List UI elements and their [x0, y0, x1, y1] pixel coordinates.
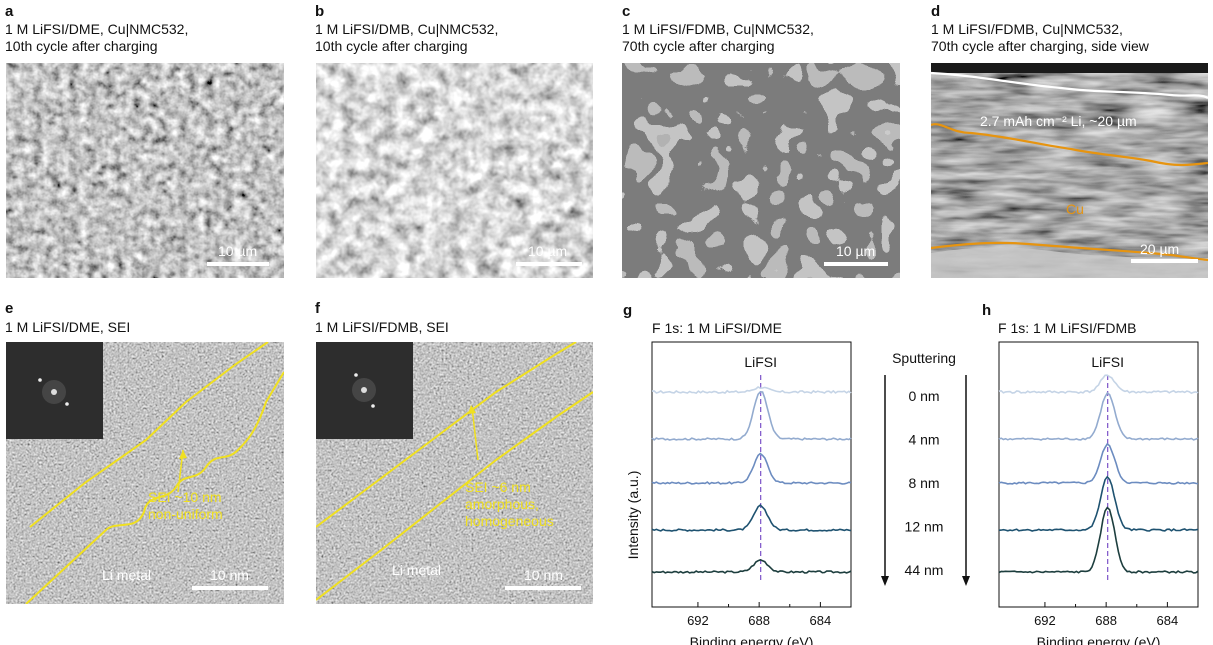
panel-b-sem-image [316, 63, 593, 278]
panel-d-li-boundary [931, 123, 1208, 167]
sputtering-title: Sputtering [892, 350, 956, 366]
panel-h-series-12nm [998, 475, 1199, 532]
panel-d-scale-label: 20 µm [1140, 241, 1180, 257]
panel-g-xtick-label: 688 [748, 613, 770, 628]
panel-e-sei-lower-line [25, 371, 284, 604]
panel-e-letter: e [5, 300, 14, 317]
panel-d-cu-boundary [931, 241, 1208, 262]
panel-a-scale-label: 10 µm [218, 243, 258, 259]
panel-f-letter: f [315, 300, 320, 317]
panel-c-scale-bar [824, 262, 888, 266]
panel-g-xlabel: Binding energy (eV) [690, 634, 814, 645]
panel-d-caption-line2: 70th cycle after charging, side view [931, 38, 1149, 54]
panel-g-ylabel: Intensity (a.u.) [625, 471, 641, 560]
panel-e-tem-image [6, 342, 284, 604]
panel-f-sei-label: SEI ~6 nm amorphous, homogeneous [465, 479, 554, 530]
panel-e-caption: 1 M LiFSI/DME, SEI [5, 319, 131, 335]
panel-e-sei-label-line1: SEI ~10 nm [148, 489, 222, 505]
panel-h-xtick-label: 692 [1034, 613, 1056, 628]
panel-e-scale-label: 10 nm [210, 567, 249, 583]
panel-b-letter: b [315, 3, 325, 20]
panel-h-series-0nm [998, 374, 1199, 395]
panel-a-sem-image [6, 63, 284, 278]
panel-d-sem-image [931, 63, 1208, 278]
panel-c-caption-line2: 70th cycle after charging [622, 38, 775, 54]
panel-d-letter: d [931, 3, 941, 20]
panel-a-scale-bar [207, 262, 269, 266]
panel-g-series-0nm [651, 386, 852, 395]
panel-a-letter: a [5, 3, 14, 20]
panel-f-scale-bar [505, 586, 581, 590]
panel-h-frame [998, 341, 1199, 608]
panel-d-cu-label: Cu [1066, 201, 1084, 217]
panel-g-peak-label: LiFSI [744, 354, 777, 370]
panel-c-letter: c [622, 3, 631, 20]
panel-d-caption-line1: 1 M LiFSI/FDMB, Cu|NMC532, [931, 21, 1123, 37]
panel-b-caption-line1: 1 M LiFSI/DMB, Cu|NMC532, [315, 21, 499, 37]
sputtering-depth-label: 12 nm [905, 519, 944, 535]
panel-d-scale-bar [1131, 259, 1198, 263]
panel-f-sei-upper-line [316, 342, 577, 528]
panel-h-series-44nm [998, 506, 1199, 574]
panel-f-sei-label-line3: homogeneous [465, 513, 554, 529]
panel-f-sei-lower-line [316, 391, 593, 601]
sputtering-depth-label: 8 nm [908, 475, 939, 491]
panel-g-series-4nm [651, 391, 852, 441]
panel-b-scale-bar [516, 262, 582, 266]
panel-b-scale-label: 10 µm [528, 243, 568, 259]
panel-g-chart: 692 688 684 Binding energy (eV) LiFSI [651, 341, 852, 645]
panel-h-xtick-label: 688 [1095, 613, 1117, 628]
panel-c-sem-image [622, 63, 900, 278]
panel-c-scale-label: 10 µm [836, 243, 876, 259]
panel-h-title: F 1s: 1 M LiFSI/FDMB [998, 320, 1137, 336]
panel-e-sei-label-line2: non-uniform [148, 506, 223, 522]
sputtering-arrowhead-right [962, 576, 970, 586]
panel-h-xlabel: Binding energy (eV) [1037, 634, 1161, 645]
panel-e-li-metal-label: Li metal [102, 567, 152, 583]
panel-f-li-metal-label: Li metal [392, 562, 442, 578]
panel-h-letter: h [982, 302, 992, 319]
panel-d-li-label: 2.7 mAh cm⁻² Li, ~20 µm [980, 113, 1137, 129]
panel-a-caption-line2: 10th cycle after charging [5, 38, 158, 54]
xps-figure: Intensity (a.u.) 692 688 684 Binding energy… [625, 341, 1199, 645]
panel-f-sei-label-line2: amorphous, [465, 496, 539, 512]
panel-g-title: F 1s: 1 M LiFSI/DME [652, 320, 782, 336]
panel-g-series-8nm [651, 452, 852, 485]
panel-a-caption-line1: 1 M LiFSI/DME, Cu|NMC532, [5, 21, 189, 37]
panel-g-xtick-label: 692 [687, 613, 709, 628]
panel-f-sei-label-line1: SEI ~6 nm [465, 479, 531, 495]
panel-e-sei-label: SEI ~10 nm non-uniform [148, 489, 223, 523]
panel-f-caption: 1 M LiFSI/FDMB, SEI [315, 319, 449, 335]
panel-b-caption-line2: 10th cycle after charging [315, 38, 468, 54]
sputtering-depth-label: 4 nm [908, 432, 939, 448]
panel-g-xtick-label: 684 [810, 613, 832, 628]
panel-g-series-44nm [651, 559, 852, 574]
panel-g-series-12nm [651, 504, 852, 532]
panel-e-scale-bar [192, 586, 268, 590]
sputtering-depth-label: 0 nm [908, 388, 939, 404]
panel-d-top-boundary [931, 71, 1208, 100]
sputtering-arrowhead-left [881, 576, 889, 586]
sputtering-depth-label: 44 nm [905, 562, 944, 578]
panel-e-sei-upper-line [29, 342, 269, 528]
panel-c-caption-line1: 1 M LiFSI/FDMB, Cu|NMC532, [622, 21, 814, 37]
panel-g-frame [651, 341, 852, 608]
panel-h-series-8nm [998, 442, 1199, 485]
panel-g-letter: g [623, 302, 633, 319]
panel-h-peak-label: LiFSI [1091, 354, 1124, 370]
panel-h-series-4nm [998, 391, 1199, 441]
panel-f-scale-label: 10 nm [524, 567, 563, 583]
panel-h-xtick-label: 684 [1157, 613, 1179, 628]
panel-h-chart: 692 688 684 Binding energy (eV) LiFSI [998, 341, 1199, 645]
panel-f-tem-image [316, 342, 593, 604]
